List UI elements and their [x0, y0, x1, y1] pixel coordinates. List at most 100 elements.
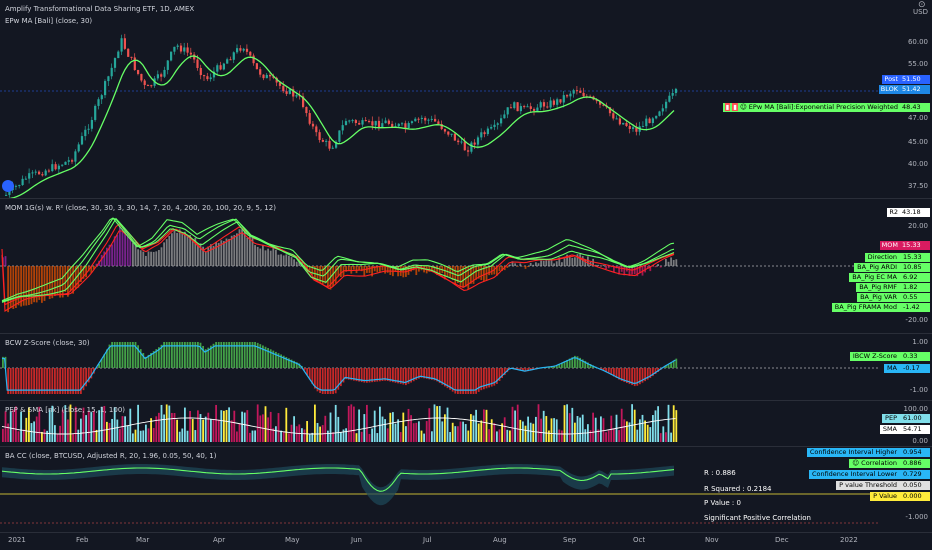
- candle: [572, 90, 575, 94]
- bcw-bar: [295, 362, 298, 368]
- bcw-bar: [394, 368, 397, 383]
- bcw-bar: [191, 342, 194, 368]
- mom-pane[interactable]: MOM 1G(s) w. R² (close, 30, 30, 3, 30, 1…: [0, 199, 932, 333]
- mom-bar: [152, 251, 155, 266]
- bcw-bar: [589, 364, 592, 368]
- candle: [137, 70, 140, 74]
- mom-bar: [639, 266, 641, 274]
- mom-title[interactable]: MOM 1G(s) w. R² (close, 30, 30, 3, 30, 1…: [5, 204, 276, 212]
- bcw-bar: [407, 368, 410, 384]
- month-label: Nov: [705, 536, 719, 544]
- mom-bar: [59, 266, 61, 298]
- bcw-bar: [262, 345, 264, 368]
- bcw-bar: [129, 342, 132, 368]
- candle: [549, 100, 552, 108]
- pep-bar: [303, 429, 306, 442]
- cc-title[interactable]: BA CC (close, BTCUSD, Adjusted R, 20, 1.…: [5, 452, 217, 460]
- pep-bar: [672, 405, 675, 442]
- month-label: Mar: [136, 536, 150, 544]
- candle: [503, 114, 506, 119]
- bcw-bar: [332, 368, 334, 394]
- mom-bar: [345, 266, 347, 272]
- pep-bar: [496, 431, 498, 442]
- pep-title[interactable]: PEP & SMA [nk] (close, 15, 1, 100): [5, 406, 126, 414]
- pep-bar: [506, 429, 509, 442]
- pep-bar: [98, 410, 100, 442]
- pep-bar: [524, 425, 527, 442]
- mom-bar: [475, 266, 477, 280]
- bcw-bar: [17, 368, 20, 394]
- mom-bar: [618, 266, 620, 275]
- study-title-epw[interactable]: EPw MA [Bali] (close, 30): [5, 17, 93, 25]
- mom-bar: [295, 261, 298, 266]
- mom-bar: [82, 266, 85, 279]
- smile-icon: ☺: [852, 459, 860, 467]
- pep-bar: [459, 421, 462, 442]
- mom-chart[interactable]: [0, 199, 932, 333]
- pep-bar: [72, 433, 74, 442]
- mom-bar: [176, 232, 178, 266]
- mom-bar: [571, 257, 574, 266]
- candle: [179, 45, 183, 52]
- mom-bar: [636, 266, 639, 277]
- candle: [107, 76, 110, 82]
- pane-separator[interactable]: [0, 333, 932, 334]
- pep-bar: [246, 410, 249, 442]
- pane-separator[interactable]: [0, 532, 932, 533]
- pep-bar: [199, 414, 202, 442]
- pep-bar: [386, 428, 389, 442]
- bcw-bar: [522, 368, 524, 371]
- pep-bar: [95, 429, 98, 442]
- bcw-bar: [2, 356, 4, 368]
- candle: [569, 93, 572, 97]
- mom-bar: [106, 247, 108, 266]
- mom-bar: [191, 239, 194, 266]
- mom-bar: [15, 266, 17, 308]
- candle: [648, 118, 651, 124]
- price-pane[interactable]: Amplify Transformational Data Sharing ET…: [0, 0, 932, 198]
- mom-bar: [241, 229, 243, 266]
- mom-bar: [496, 266, 498, 276]
- cc-pane[interactable]: BA CC (close, BTCUSD, Adjusted R, 20, 1.…: [0, 447, 932, 532]
- bcw-bar: [646, 368, 649, 380]
- bcw-title[interactable]: BCW Z-Score (close, 30): [5, 339, 90, 347]
- month-label: Jun: [351, 536, 362, 544]
- pep-bar: [329, 412, 332, 442]
- price-chart[interactable]: [0, 0, 932, 198]
- pep-pane[interactable]: PEP & SMA [nk] (close, 15, 1, 100) 100.0…: [0, 401, 932, 446]
- bcw-chart[interactable]: [0, 334, 932, 400]
- candle: [566, 95, 569, 97]
- pep-bar: [176, 419, 178, 442]
- pep-chart[interactable]: [0, 401, 932, 446]
- lock-icon[interactable]: ⊙: [918, 0, 926, 10]
- pep-bar: [108, 423, 111, 442]
- pep-bar: [462, 421, 464, 442]
- bcw-bar: [15, 368, 17, 394]
- candle: [84, 129, 87, 137]
- pane-separator[interactable]: [0, 198, 932, 199]
- bcw-bar: [615, 368, 618, 379]
- mom-bar: [158, 250, 160, 266]
- candle: [483, 132, 486, 135]
- candle: [635, 127, 638, 132]
- candle: [401, 123, 404, 125]
- candle: [196, 59, 199, 68]
- candle: [275, 77, 278, 83]
- bcw-pane[interactable]: BCW Z-Score (close, 30) 1.00 IBCW Z-Scor…: [0, 334, 932, 400]
- mom-bar: [488, 266, 490, 276]
- bcw-bar: [623, 368, 626, 382]
- mom-bar: [306, 266, 308, 269]
- pane-separator[interactable]: [0, 400, 932, 401]
- pep-bar: [470, 414, 472, 442]
- bcw-bar: [483, 368, 485, 390]
- bcw-bar: [524, 368, 527, 372]
- mom-bar: [587, 256, 589, 266]
- candle: [41, 174, 44, 176]
- pep-bar: [594, 417, 597, 442]
- mom-bar: [314, 266, 316, 281]
- candle: [226, 59, 229, 64]
- mom-bar: [69, 266, 72, 292]
- pane-separator[interactable]: [0, 446, 932, 447]
- pep-bar: [207, 412, 210, 442]
- cc-chart[interactable]: [0, 447, 932, 532]
